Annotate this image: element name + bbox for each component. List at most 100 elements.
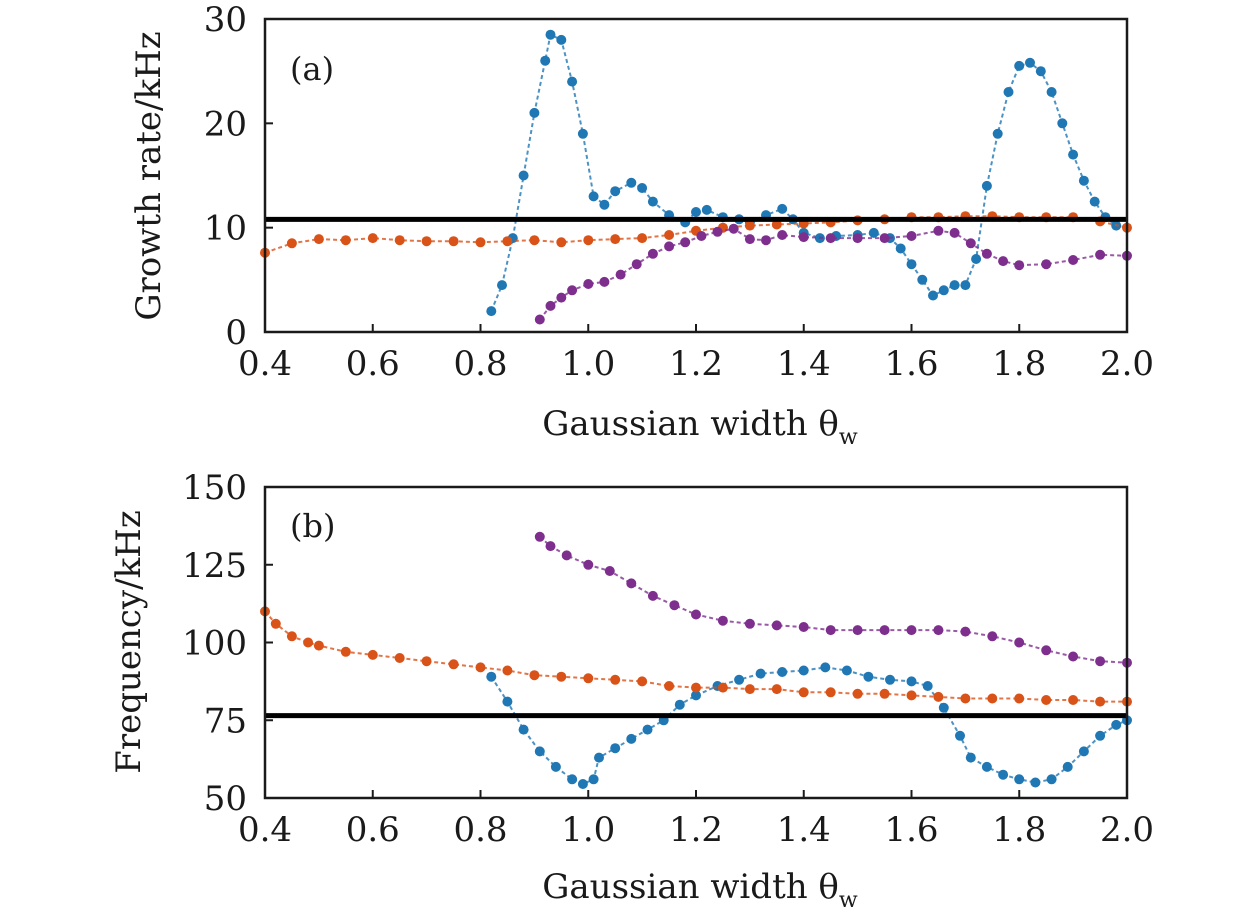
panel-b-data-point <box>604 566 615 576</box>
panel-b-data-point <box>534 531 545 542</box>
panel-a-data-point <box>701 204 712 215</box>
panel-b-x-tick-label: 1.8 <box>992 810 1046 850</box>
panel-b-data-point <box>303 637 314 648</box>
panel-b-data-point <box>879 625 890 636</box>
panel-b-data-point <box>1046 774 1057 785</box>
panel-a-data-point <box>998 256 1009 267</box>
panel-b-data-point <box>421 656 432 667</box>
panel-b-data-point <box>448 659 459 670</box>
panel-b-x-tick-label: 1.6 <box>884 810 938 850</box>
panel-b-x-tick-label: 2.0 <box>1100 810 1154 850</box>
panel-b-data-point <box>610 674 621 685</box>
panel-a-data-point <box>906 231 917 241</box>
panel-b-data-point <box>583 673 594 684</box>
panel-a-data-point <box>577 128 588 139</box>
panel-a-series-line <box>539 227 1128 321</box>
panel-a-data-point <box>744 220 755 231</box>
panel-a-data-point <box>631 259 642 270</box>
panel-a-series-line <box>490 33 1117 312</box>
panel-a-data-point <box>637 183 648 193</box>
panel-b-data-point <box>906 676 917 687</box>
panel-b-data-point <box>771 684 782 695</box>
panel-a-data-point <box>798 232 809 243</box>
panel-b-data-point <box>664 681 675 691</box>
panel-b-data-point <box>755 668 766 679</box>
panel-a-x-tick-label: 0.8 <box>453 344 507 384</box>
panel-a-data-point <box>1057 118 1068 129</box>
panel-a-plot-area <box>260 29 1132 325</box>
panel-b-data-point <box>906 625 917 636</box>
panel-a-data-point <box>647 196 658 207</box>
panel-b-data-point <box>798 622 809 632</box>
panel-b-data-point <box>777 667 788 677</box>
panel-a-x-axis-title: Gaussian width θw <box>542 404 858 450</box>
panel-a-data-point <box>599 276 610 287</box>
panel-b-data-point <box>561 550 572 561</box>
panel-b-plot-area <box>260 531 1132 789</box>
panel-a-y-tick-label: 20 <box>204 104 247 144</box>
panel-b-x-tick-label: 1.0 <box>561 810 615 850</box>
panel-a-data-point <box>981 248 992 259</box>
panel-b-x-axis-title-main: Gaussian width θ <box>542 867 839 907</box>
panel-b-frame <box>263 485 1129 800</box>
panel-a-data-point <box>340 235 351 246</box>
panel-b-y-tick-label: 125 <box>182 546 247 586</box>
panel-a-data-point <box>647 248 658 259</box>
panel-b-data-point <box>1078 746 1089 757</box>
panel-a-data-point <box>1068 255 1079 265</box>
panel-a-data-point <box>545 29 556 40</box>
panel-b-data-point <box>594 752 604 763</box>
panel-b-series-mode-purple <box>534 531 1132 668</box>
panel-b-data-point <box>691 609 701 620</box>
panel-b-data-point <box>340 646 351 657</box>
panel-b-data-point <box>1041 695 1052 705</box>
panel-a-data-point <box>917 274 928 285</box>
panel-b-data-point <box>852 688 863 699</box>
panel-a-x-axis-title-main: Gaussian width θ <box>542 404 839 444</box>
panel-b-data-point <box>798 687 809 698</box>
panel-b-data-point <box>820 662 831 673</box>
panel-b-y-tick-label: 100 <box>182 624 247 664</box>
panel-b-data-point <box>286 631 297 642</box>
panel-b-data-point <box>863 671 874 682</box>
panel-b-data-point <box>1095 696 1106 707</box>
panel-b-data-point <box>933 691 944 702</box>
panel-a-series-line <box>264 215 1128 254</box>
panel-a-data-point <box>1046 87 1057 97</box>
panel-b-data-point <box>734 674 745 685</box>
panel-a-data-point <box>610 186 621 197</box>
panel-a-data-point <box>712 226 723 237</box>
panel-a-data-point <box>610 234 621 245</box>
panel-a-label: (a) <box>290 50 334 88</box>
panel-a-data-point <box>949 227 960 238</box>
panel-a-x-tick-label: 1.2 <box>669 344 723 384</box>
panel-a-data-point <box>286 238 297 249</box>
panel-b-data-point <box>1030 777 1041 788</box>
panel-b-data-point <box>626 733 637 744</box>
panel-b-data-point <box>798 665 809 676</box>
panel-a-data-point <box>852 233 863 244</box>
panel-a-data-point <box>615 269 626 280</box>
panel-a-data-point <box>895 243 906 254</box>
panel-a-data-point <box>502 236 513 247</box>
panel-a-data-point <box>1089 196 1100 207</box>
panel-b-data-point <box>313 640 324 651</box>
panel-a-data-point <box>960 280 971 291</box>
panel-a-data-point <box>637 233 648 244</box>
panel-a-x-tick-label: 0.4 <box>238 344 292 384</box>
panel-a-data-point <box>556 34 567 45</box>
panel-a-data-point <box>938 285 949 296</box>
panel-a-data-point <box>497 280 507 291</box>
panel-a-data-point <box>771 219 782 230</box>
panel-b-x-axis-title: Gaussian width θw <box>542 867 858 913</box>
panel-a-data-point <box>981 180 992 191</box>
panel-b-data-point <box>1014 693 1025 704</box>
panel-a-data-point <box>1095 249 1106 260</box>
panel-a-data-point <box>777 230 788 240</box>
panel-b-x-tick-label: 0.4 <box>238 810 292 850</box>
panel-b-data-point <box>583 559 594 570</box>
panel-a-data-point <box>965 238 976 249</box>
panel-a-data-point <box>394 235 405 246</box>
panel-b-data-point <box>647 590 658 601</box>
